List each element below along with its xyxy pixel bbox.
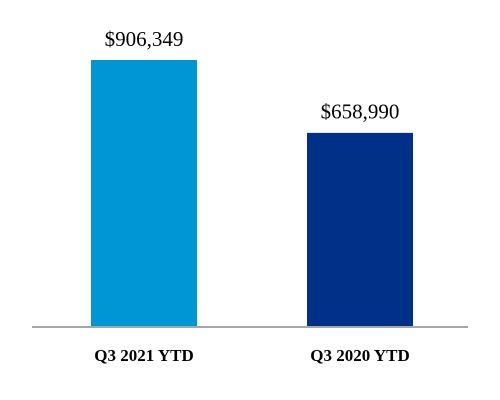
- x-tick-label: Q3 2020 YTD: [310, 346, 410, 365]
- bar: [307, 132, 413, 327]
- x-tick-label: Q3 2021 YTD: [94, 346, 194, 365]
- value-label: $658,990: [321, 100, 400, 124]
- value-label: $906,349: [105, 27, 184, 51]
- bar: [91, 60, 197, 327]
